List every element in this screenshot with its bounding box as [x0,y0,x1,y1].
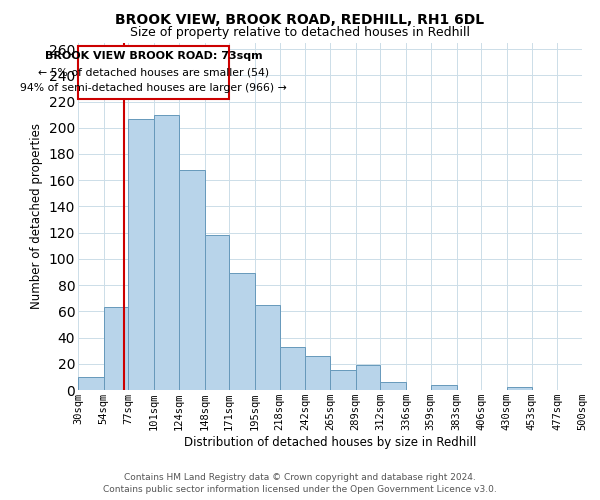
Text: ← 5% of detached houses are smaller (54): ← 5% of detached houses are smaller (54) [38,68,269,78]
Text: BROOK VIEW BROOK ROAD: 73sqm: BROOK VIEW BROOK ROAD: 73sqm [45,50,262,60]
Text: Contains HM Land Registry data © Crown copyright and database right 2024.
Contai: Contains HM Land Registry data © Crown c… [103,472,497,494]
Bar [380,382,406,390]
X-axis label: Distribution of detached houses by size in Redhill: Distribution of detached houses by size … [184,436,476,449]
Bar [229,274,255,390]
Text: Size of property relative to detached houses in Redhill: Size of property relative to detached ho… [130,26,470,39]
Bar [280,346,305,390]
FancyBboxPatch shape [78,46,229,99]
Bar [356,365,380,390]
Text: 94% of semi-detached houses are larger (966) →: 94% of semi-detached houses are larger (… [20,84,287,94]
Bar [154,114,179,390]
Bar [179,170,205,390]
Bar [330,370,356,390]
Bar [305,356,330,390]
Bar [78,377,104,390]
Bar [128,118,154,390]
Bar [431,385,457,390]
Text: BROOK VIEW, BROOK ROAD, REDHILL, RH1 6DL: BROOK VIEW, BROOK ROAD, REDHILL, RH1 6DL [115,12,485,26]
Bar [255,305,280,390]
Bar [507,388,532,390]
Bar [205,236,229,390]
Bar [104,308,128,390]
Y-axis label: Number of detached properties: Number of detached properties [30,123,43,309]
